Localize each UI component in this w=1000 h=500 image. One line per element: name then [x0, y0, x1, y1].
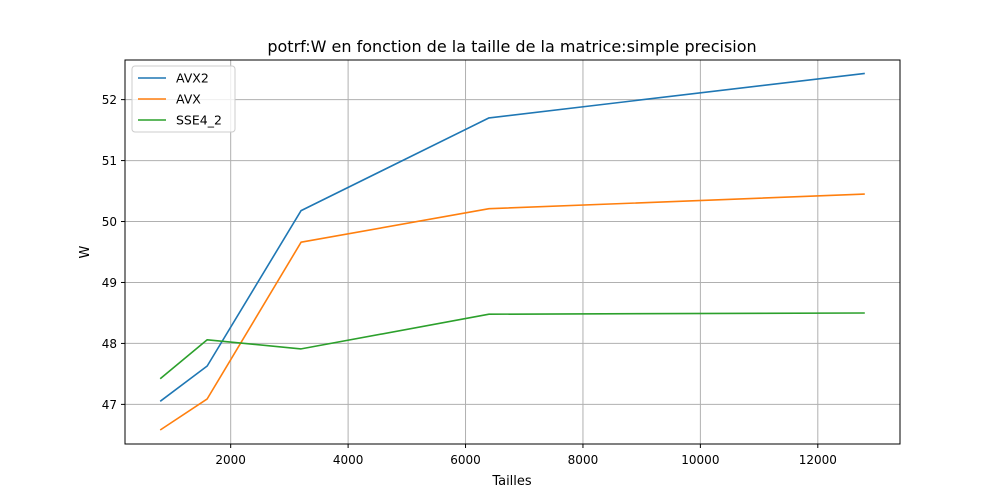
- grid: [125, 60, 900, 444]
- series-line-sse4_2: [159, 312, 865, 380]
- y-tick-label: 51: [102, 154, 117, 168]
- x-tick-label: 10000: [681, 453, 719, 467]
- legend-label: AVX2: [176, 71, 209, 86]
- y-tick-label: 47: [102, 398, 117, 412]
- series-lines: [159, 72, 865, 431]
- y-tick-label: 50: [102, 215, 117, 229]
- y-tick-label: 49: [102, 276, 117, 290]
- x-axis-label: Tailles: [491, 474, 532, 489]
- y-tick-label: 48: [102, 337, 117, 351]
- series-line-avx2: [159, 72, 865, 402]
- x-tick-label: 4000: [333, 453, 364, 467]
- plot-frame: [124, 59, 901, 445]
- y-axis-ticks: 47 48 49 50 51 52: [102, 93, 125, 412]
- x-tick-label: 6000: [450, 453, 481, 467]
- x-axis-ticks: 2000 4000 6000 8000 10000 12000: [215, 444, 837, 467]
- legend-box: [131, 65, 236, 133]
- legend-label: SSE4_2: [176, 113, 222, 128]
- y-axis-label: W: [78, 245, 93, 258]
- x-tick-label: 2000: [215, 453, 246, 467]
- series-line-avx: [159, 193, 865, 431]
- chart-title: potrf:W en fonction de la taille de la m…: [267, 37, 756, 56]
- x-tick-label: 12000: [799, 453, 837, 467]
- legend-label: AVX: [176, 92, 201, 107]
- x-tick-label: 8000: [568, 453, 599, 467]
- legend: AVX2 AVX SSE4_2: [131, 65, 236, 133]
- y-tick-label: 52: [102, 93, 117, 107]
